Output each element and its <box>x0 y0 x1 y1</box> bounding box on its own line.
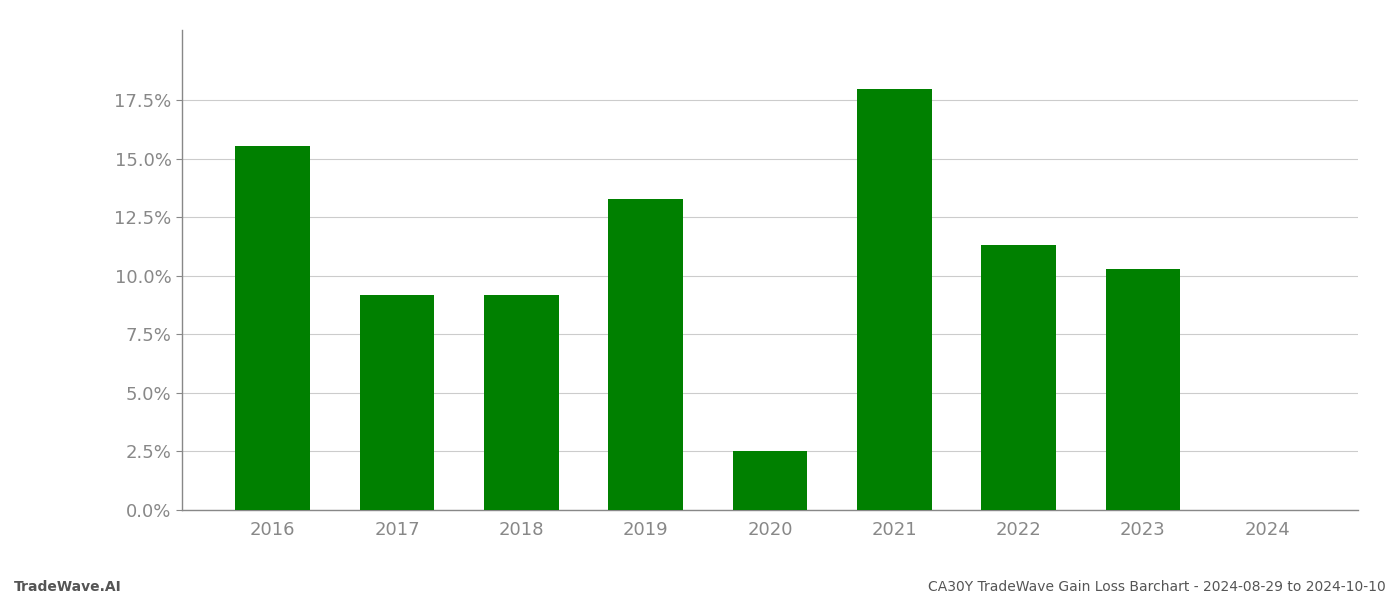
Bar <box>235 146 309 510</box>
Bar <box>484 295 559 510</box>
Bar <box>1106 269 1180 510</box>
Bar <box>981 245 1056 510</box>
Text: TradeWave.AI: TradeWave.AI <box>14 580 122 594</box>
Bar <box>857 89 931 510</box>
Bar <box>360 295 434 510</box>
Bar <box>609 199 683 510</box>
Bar <box>732 451 808 510</box>
Text: CA30Y TradeWave Gain Loss Barchart - 2024-08-29 to 2024-10-10: CA30Y TradeWave Gain Loss Barchart - 202… <box>928 580 1386 594</box>
